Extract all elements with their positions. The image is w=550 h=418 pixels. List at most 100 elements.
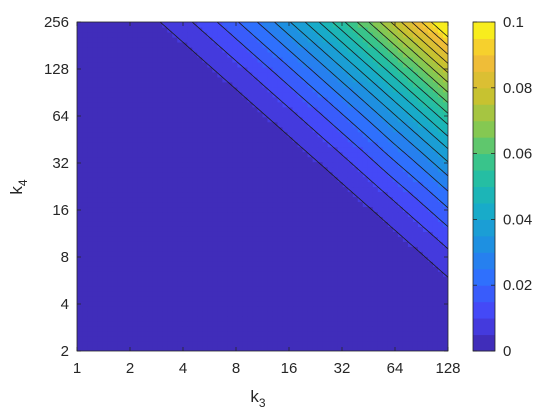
contour-cell	[252, 51, 259, 58]
contour-cell	[227, 301, 234, 307]
contour-cell	[177, 141, 183, 148]
contour-cell	[247, 246, 254, 252]
contour-cell	[292, 86, 299, 93]
contour-cell	[362, 151, 369, 158]
contour-cell	[92, 22, 98, 28]
contour-cell	[387, 146, 394, 153]
contour-cell	[152, 196, 158, 203]
contour-cell	[202, 306, 208, 312]
contour-cell	[367, 231, 374, 237]
contour-cell	[227, 206, 234, 213]
contour-cell	[212, 341, 218, 347]
contour-cell	[247, 311, 254, 317]
contour-cell	[297, 121, 304, 128]
contour-cell	[232, 181, 239, 188]
contour-cell	[252, 151, 259, 158]
contour-cell	[277, 221, 284, 227]
x-tick-label: 64	[387, 360, 404, 377]
contour-cell	[157, 156, 163, 163]
contour-cell	[242, 111, 249, 118]
contour-cell	[242, 291, 249, 297]
contour-cell	[112, 196, 118, 203]
contour-cell	[97, 281, 103, 287]
contour-cell	[282, 86, 289, 93]
contour-cell	[427, 261, 434, 267]
contour-cell	[427, 101, 434, 108]
contour-cell	[122, 201, 128, 208]
contour-cell	[302, 116, 309, 123]
contour-cell	[402, 96, 409, 103]
contour-cell	[192, 296, 198, 302]
contour-cell	[312, 346, 319, 351]
contour-cell	[97, 121, 103, 128]
contour-cell	[212, 66, 218, 73]
contour-cell	[102, 306, 108, 312]
contour-cell	[112, 171, 118, 178]
contour-cell	[262, 276, 269, 282]
contour-cell	[232, 22, 239, 28]
contour-cell	[277, 181, 284, 188]
contour-cell	[412, 216, 419, 222]
contour-cell	[387, 81, 394, 88]
contour-cell	[437, 291, 444, 297]
contour-cell	[87, 56, 93, 63]
contour-cell	[257, 126, 264, 133]
contour-cell	[432, 271, 439, 277]
contour-cell	[187, 341, 193, 347]
contour-cell	[87, 326, 93, 332]
contour-cell	[222, 161, 228, 168]
contour-cell	[382, 56, 389, 63]
contour-cell	[92, 226, 98, 232]
contour-cell	[107, 321, 113, 327]
contour-cell	[87, 176, 93, 183]
contour-cell	[352, 116, 359, 123]
contour-line	[256, 22, 448, 192]
contour-cell	[347, 26, 354, 33]
contour-cell	[282, 331, 289, 337]
contour-cell	[267, 326, 274, 332]
contour-cell	[247, 161, 254, 168]
contour-cell	[382, 136, 389, 143]
contour-cell	[347, 301, 354, 307]
contour-cell	[127, 36, 133, 43]
contour-cell	[202, 81, 208, 88]
contour-cell	[342, 336, 349, 342]
contour-cell	[282, 346, 289, 351]
contour-cell	[237, 291, 244, 297]
contour-cell	[372, 276, 379, 282]
contour-cell	[337, 216, 344, 222]
contour-cell	[142, 231, 148, 237]
contour-cell	[442, 141, 448, 148]
contour-cell	[352, 281, 359, 287]
contour-cell	[442, 251, 448, 257]
contour-cell	[162, 171, 168, 178]
contour-cell	[182, 51, 188, 58]
contour-cell	[417, 186, 424, 193]
contour-cell	[217, 146, 223, 153]
contour-cell	[122, 266, 128, 272]
contour-cell	[427, 51, 434, 58]
contour-cell	[377, 126, 384, 133]
contour-cell	[117, 66, 123, 73]
contour-cell	[112, 91, 118, 98]
contour-cell	[132, 186, 138, 193]
contour-cell	[357, 151, 364, 158]
contour-cell	[432, 156, 439, 163]
contour-cell	[332, 306, 339, 312]
contour-cell	[432, 276, 439, 282]
contour-cell	[102, 71, 108, 78]
contour-cell	[357, 31, 364, 38]
contour-cell	[187, 246, 193, 252]
contour-cell	[202, 181, 208, 188]
contour-cell	[317, 131, 324, 138]
contour-cell	[297, 176, 304, 183]
contour-cell	[287, 291, 294, 297]
contour-cell	[287, 76, 294, 83]
contour-cell	[342, 236, 349, 242]
contour-cell	[247, 121, 254, 128]
contour-cell	[102, 346, 108, 351]
contour-cell	[312, 256, 319, 262]
contour-cell	[97, 96, 103, 103]
contour-cell	[82, 156, 88, 163]
contour-cell	[112, 111, 118, 118]
